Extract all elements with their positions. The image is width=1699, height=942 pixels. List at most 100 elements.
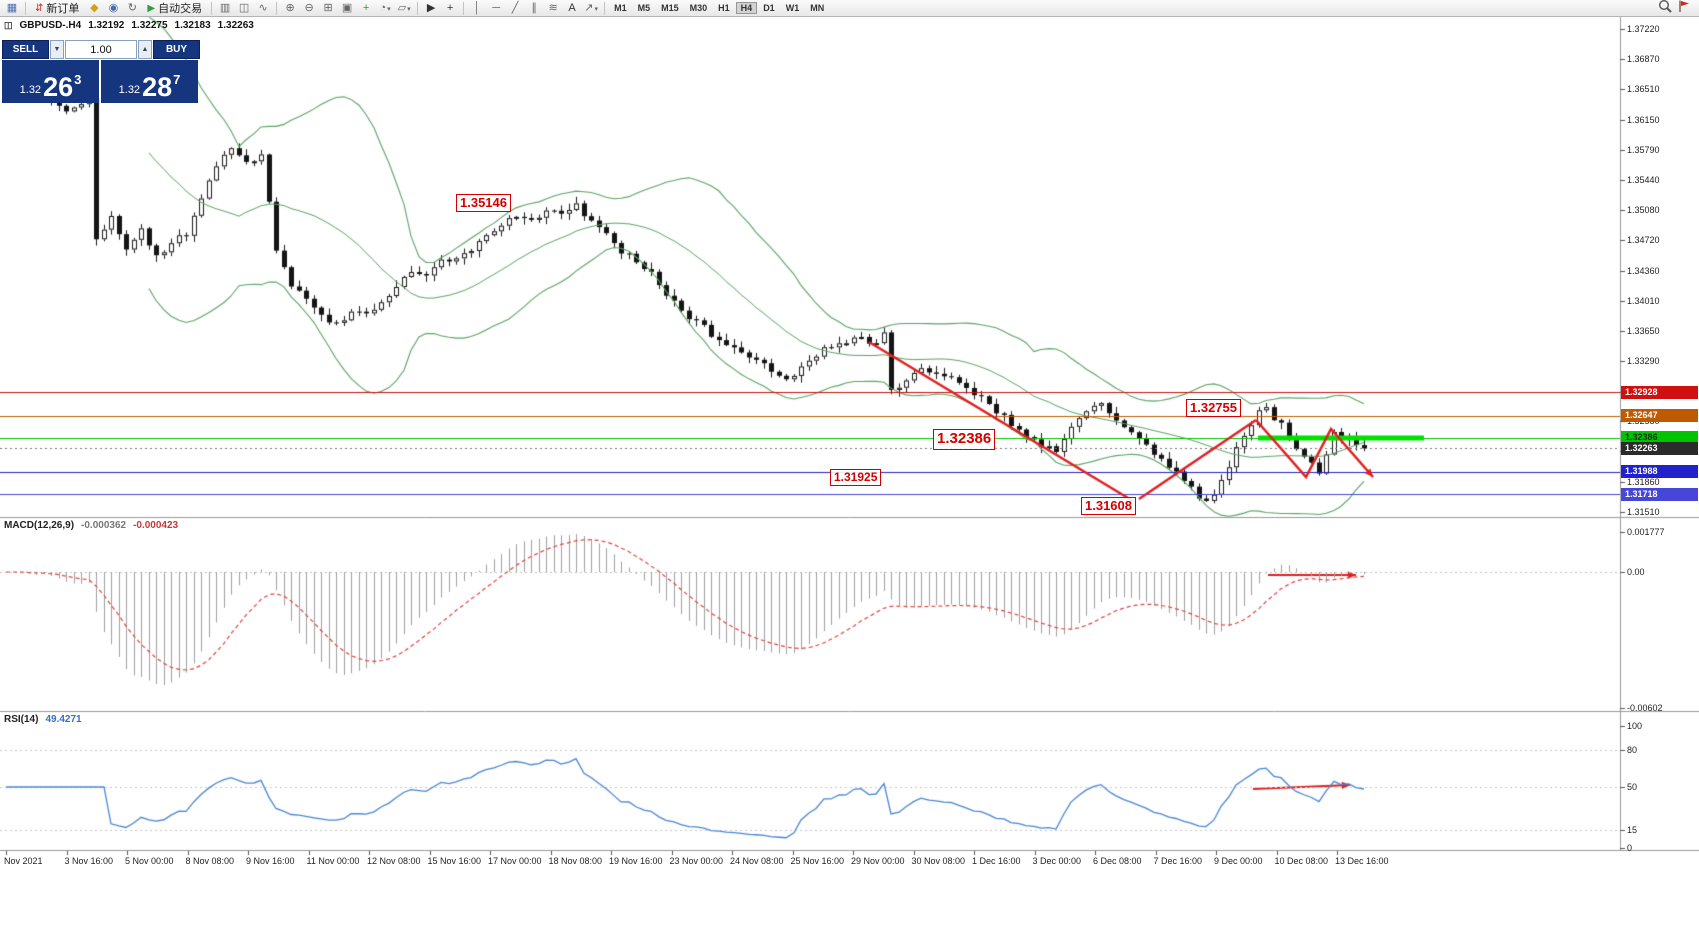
price-label-box: 1.32928: [1621, 385, 1698, 399]
price-tick: 1.35080: [1627, 205, 1660, 216]
crosshair-icon[interactable]: +: [446, 1, 454, 14]
time-axis-label: 15 Nov 16:00: [427, 856, 482, 866]
trendline-tool-icon[interactable]: ╱: [511, 1, 519, 14]
price-label-box: 1.32386: [1621, 431, 1698, 445]
templates-icon[interactable]: ▱▾: [397, 1, 411, 14]
macd-value-signal: -0.000423: [133, 520, 179, 531]
price-tick: 1.36150: [1627, 114, 1660, 125]
time-axis-label: 19 Nov 16:00: [609, 856, 663, 866]
new-order-button[interactable]: ⇵ 新订单: [30, 1, 84, 16]
indicators-add-icon[interactable]: +: [362, 1, 370, 14]
annotation-box[interactable]: 1.31608: [1081, 497, 1136, 516]
macd-scale-label: -0.00602: [1627, 702, 1663, 713]
price-tick: 1.36510: [1627, 84, 1660, 95]
timeframe-button-w1[interactable]: W1: [785, 3, 800, 13]
macd-scale-label: 0.00: [1627, 567, 1645, 577]
price-tick: 1.35440: [1627, 174, 1660, 185]
fibonacci-tool-icon[interactable]: ≋: [548, 1, 558, 14]
timeframe-button-h1[interactable]: H1: [718, 3, 730, 13]
toolbar-separator: [463, 1, 465, 15]
chevron-down-icon: ▾: [387, 5, 391, 13]
sell-price-main: 1.32: [19, 84, 42, 96]
ohlc-low: 1.32183: [174, 20, 211, 31]
tile-windows-icon[interactable]: ⊞: [323, 1, 333, 14]
toolbar-separator: [25, 1, 26, 15]
buy-price-big: 28: [142, 72, 173, 102]
periods-icon[interactable]: ◔▾: [379, 1, 391, 14]
new-chart-icon[interactable]: ▦: [6, 1, 18, 14]
text-tool-icon[interactable]: A: [568, 1, 576, 14]
auto-arrange-icon[interactable]: ▣: [341, 1, 353, 14]
buy-price-display[interactable]: 1.32 28 7: [101, 60, 198, 103]
price-tick: 1.33650: [1627, 325, 1660, 336]
time-axis-label: 25 Nov 16:00: [790, 856, 845, 866]
autotrade-button-glyph: ▶: [147, 2, 156, 14]
search-icon[interactable]: [1658, 0, 1672, 18]
price-tick: 1.31860: [1627, 477, 1660, 488]
timeframe-button-m5[interactable]: M5: [637, 3, 651, 13]
price-label-box: 1.32647: [1621, 409, 1698, 423]
annotation-box[interactable]: 1.32386: [933, 429, 996, 450]
zoom-out-icon[interactable]: ⊖: [304, 1, 314, 14]
buy-price-sup: 7: [173, 72, 181, 87]
timeframe-button-d1[interactable]: D1: [763, 3, 775, 13]
channel-tool-icon[interactable]: ∥: [531, 1, 537, 14]
toolbar: ▦ ⇵ 新订单 ◆ ◉ ↻ ▶ 自动交易 ▥ ◫ ∿ ⊕ ⊖ ⊞ ▣ + ◔▾ ▱▾ ▶ + │ ─ ╱ ∥ ≋ A ↗▾ M1 M5 M…: [0, 0, 1699, 17]
price-tick: 1.33290: [1627, 356, 1660, 367]
annotation-box[interactable]: 1.31925: [830, 469, 882, 486]
sell-button[interactable]: SELL: [2, 40, 49, 59]
sell-price-big: 26: [43, 72, 74, 102]
timeframe-button-m1[interactable]: M1: [614, 3, 627, 13]
time-axis-label: 11 Nov 00:00: [306, 856, 360, 866]
market-watch-icon[interactable]: ◉: [108, 1, 119, 14]
candlestick-chart-icon[interactable]: ◫: [238, 1, 250, 14]
buy-button[interactable]: BUY: [153, 40, 200, 59]
flag-icon[interactable]: [1677, 0, 1691, 18]
macd-name: MACD(12,26,9): [4, 520, 75, 531]
price-label-box: 1.31718: [1621, 487, 1698, 501]
bar-chart-icon[interactable]: ▥: [219, 1, 231, 14]
cursor-icon[interactable]: ▶: [426, 1, 436, 14]
volume-input[interactable]: [65, 40, 137, 59]
time-axis-label: 24 Nov 08:00: [730, 856, 784, 866]
timeframe-button-mn[interactable]: MN: [810, 3, 825, 13]
rsi-name: RSI(14): [4, 714, 39, 725]
chart-ohlc-header: ◫ GBPUSD-.H4 1.32192 1.32275 1.32183 1.3…: [4, 20, 254, 31]
time-axis-label: 8 Nov 08:00: [185, 856, 235, 866]
sell-price-display[interactable]: 1.32 26 3: [2, 60, 99, 103]
zoom-in-icon[interactable]: ⊕: [285, 1, 295, 14]
macd-header: MACD(12,26,9) -0.000362 -0.000423: [4, 520, 178, 531]
price-tick: 1.35790: [1627, 144, 1660, 155]
time-axis-label: 18 Nov 08:00: [548, 856, 603, 866]
time-axis-label: Nov 2021: [4, 856, 43, 866]
autotrade-button[interactable]: ▶ 自动交易: [142, 1, 207, 16]
hline-tool-icon[interactable]: ─: [492, 1, 500, 14]
volume-decrease-button[interactable]: ▼: [50, 40, 64, 59]
vline-tool-icon[interactable]: │: [473, 1, 481, 14]
candlestick-mini-icon: ◫: [4, 20, 13, 30]
annotation-box[interactable]: 1.35146: [456, 194, 511, 213]
timeframe-button-h4[interactable]: H4: [735, 2, 758, 14]
volume-increase-button[interactable]: ▲: [138, 40, 152, 59]
time-axis-label: 29 Nov 00:00: [851, 856, 905, 866]
rsi-value: 49.4271: [45, 714, 82, 725]
chevron-down-icon: ▾: [594, 5, 598, 13]
line-chart-icon[interactable]: ∿: [258, 1, 268, 14]
toolbar-separator: [417, 1, 419, 15]
rsi-scale-label: 0: [1627, 843, 1633, 853]
time-axis-label: 5 Nov 00:00: [125, 856, 174, 866]
time-axis-label: 7 Dec 16:00: [1153, 856, 1203, 866]
price-label-box: 1.32263: [1621, 441, 1698, 455]
new-order-button-glyph: ⇵: [35, 2, 44, 14]
timeframe-button-m30[interactable]: M30: [689, 3, 708, 13]
symbols-icon[interactable]: ◆: [90, 1, 99, 14]
rsi-scale-label: 15: [1627, 824, 1638, 835]
refresh-icon[interactable]: ↻: [127, 1, 137, 14]
arrows-tool-icon[interactable]: ↗▾: [584, 1, 598, 14]
ohlc-high: 1.32275: [131, 20, 168, 31]
annotation-box[interactable]: 1.32755: [1186, 399, 1241, 418]
sell-price-sup: 3: [74, 72, 82, 87]
time-axis-label: 1 Dec 16:00: [972, 856, 1021, 866]
symbol-period-label: GBPUSD-.H4: [19, 20, 82, 31]
timeframe-button-m15[interactable]: M15: [661, 3, 679, 13]
